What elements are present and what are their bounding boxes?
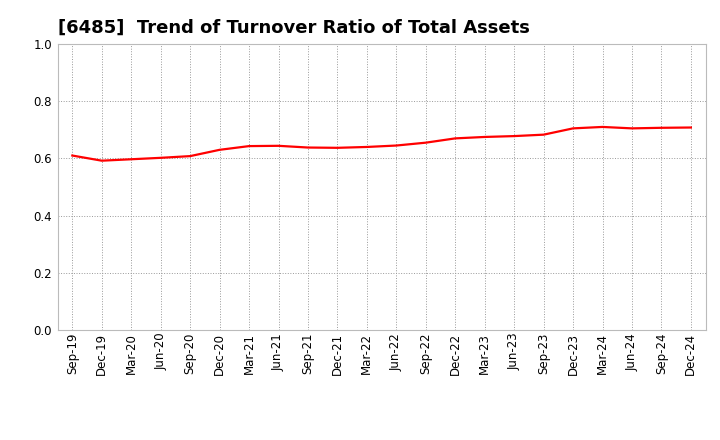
Text: [6485]  Trend of Turnover Ratio of Total Assets: [6485] Trend of Turnover Ratio of Total … bbox=[58, 19, 529, 37]
